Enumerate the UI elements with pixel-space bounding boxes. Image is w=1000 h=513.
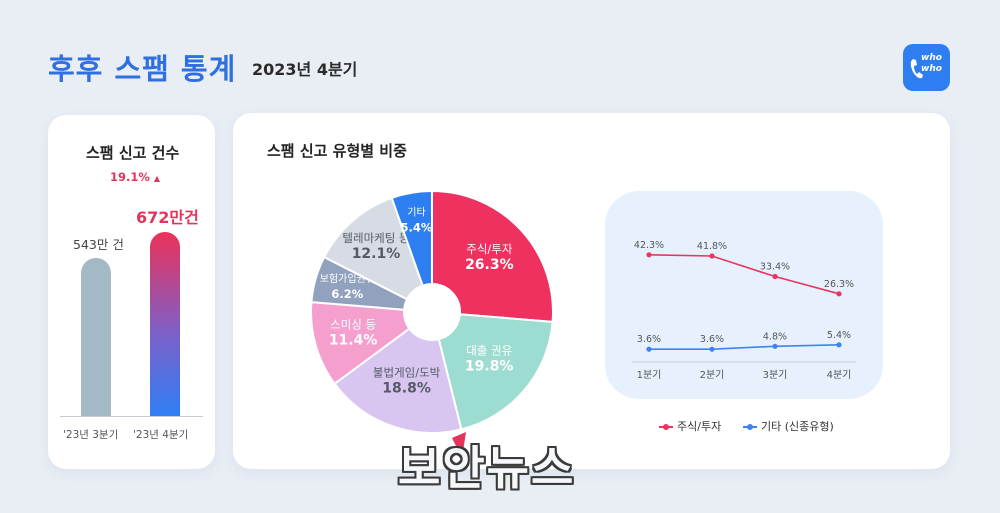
whowho-logo: who who: [903, 44, 950, 91]
data-point: [836, 291, 842, 297]
pie-slice-value: 18.8%: [382, 381, 431, 397]
legend-item-stock: 주식/투자: [659, 418, 721, 434]
data-point: [772, 273, 778, 280]
bar-category-q3: '23년 3분기: [63, 429, 119, 441]
data-point: [836, 342, 842, 348]
legend-item-other: 기타 (신종유형): [743, 418, 834, 434]
data-label: 42.3%: [634, 240, 664, 251]
trend-panel: [605, 191, 883, 399]
page-title: 후후 스팸 통계: [48, 52, 237, 86]
bar-q4: [150, 232, 180, 416]
data-label: 3.6%: [700, 334, 724, 345]
data-label: 41.8%: [697, 241, 727, 252]
period-label: 2023년 4분기: [252, 60, 358, 79]
legend-label-stock: 주식/투자: [677, 420, 722, 433]
data-point: [772, 343, 778, 349]
bar-q3: [81, 258, 111, 416]
data-label: 33.4%: [760, 262, 790, 273]
series-line: [649, 344, 840, 351]
pie-slice: [431, 189, 554, 323]
legend-label-other: 기타 (신종유형): [761, 420, 834, 433]
x-tick-label: 2분기: [700, 369, 725, 381]
pointer-marker: [452, 432, 466, 458]
x-tick-label: 4분기: [827, 369, 852, 381]
data-point: [646, 346, 652, 352]
data-point: [709, 346, 715, 352]
data-point: [709, 253, 715, 259]
x-tick-label: 3분기: [763, 369, 788, 381]
data-point: [646, 252, 652, 258]
pie-slice: [310, 301, 411, 386]
bar-baseline: [60, 416, 203, 417]
pie-slice: [390, 189, 433, 287]
pie-slice-label: 주식/투자: [466, 242, 513, 256]
bar-label-q3: 543만 건: [73, 237, 124, 252]
pie-slice-value: 5.4%: [401, 220, 433, 234]
pie-slice: [322, 196, 424, 301]
pie-slice-label: 기타: [407, 206, 425, 218]
pie-slice-label: 텔레마케팅 등: [342, 231, 409, 245]
pie-slice-value: 19.8%: [465, 359, 514, 375]
pie-slice-label: 스미싱 등: [330, 317, 376, 331]
pie-slice: [333, 327, 463, 434]
data-label: 26.3%: [824, 279, 854, 290]
x-tick-label: 1분기: [637, 369, 662, 381]
phone-icon: [910, 59, 923, 79]
pie-chart-title: 스팸 신고 유형별 비중: [267, 142, 407, 160]
report-count-card: 스팸 신고 건수: [48, 115, 215, 469]
pie-slice-value: 6.2%: [331, 287, 363, 301]
legend-line-other: [743, 423, 757, 431]
bar-label-q4: 672만건: [136, 208, 199, 227]
bar-chart-title: 스팸 신고 건수: [86, 144, 180, 162]
triangle-up-icon: ▲: [153, 174, 161, 183]
bar-category-q4: '23년 4분기: [133, 429, 189, 441]
data-label: 4.8%: [763, 331, 787, 342]
data-label: 3.6%: [637, 334, 661, 345]
pie-slice-label: 불법게임/도박: [373, 366, 441, 380]
growth-value: 19.1%: [110, 170, 150, 184]
pie-slice-value: 26.3%: [465, 257, 514, 273]
pie-slice-value: 12.1%: [352, 246, 401, 262]
pie-slice-value: 11.4%: [329, 332, 378, 348]
logo-text: who who: [921, 53, 942, 74]
watermark: 보안뉴스: [398, 441, 576, 495]
pie-slice-label: 대출 권유: [466, 344, 512, 358]
series-line: [648, 253, 840, 295]
pie-slice: [437, 313, 554, 431]
data-label: 5.4%: [827, 330, 851, 341]
growth-label: 19.1% ▲: [110, 170, 160, 184]
legend-line-stock: [659, 423, 673, 431]
